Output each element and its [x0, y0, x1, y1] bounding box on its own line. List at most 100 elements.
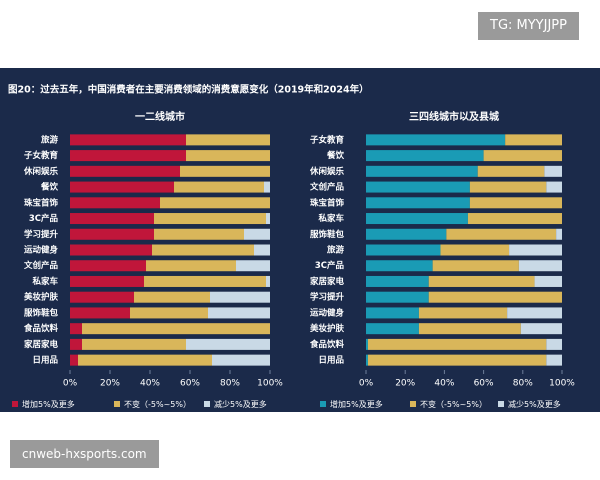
bar-segment	[366, 134, 506, 146]
bar-segment	[70, 275, 144, 287]
x-tick-label: 80%	[220, 379, 240, 389]
bar-segment	[78, 354, 212, 366]
x-tick-label: 0%	[63, 379, 78, 389]
bar-segment	[174, 181, 264, 193]
bar-segment	[160, 197, 270, 209]
x-tick-label: 20%	[395, 379, 415, 389]
bar-segment	[244, 228, 270, 240]
y-tick-label: 日用品	[318, 356, 344, 366]
bar-segment	[366, 197, 470, 209]
bar-segment	[212, 354, 270, 366]
x-tick-label: 60%	[180, 379, 200, 389]
bar-segment	[70, 181, 174, 193]
bar-segment	[366, 260, 433, 272]
bar-segment	[469, 181, 547, 193]
bar-segment	[70, 150, 186, 162]
bar-segment	[556, 228, 562, 240]
y-tick-label: 餐饮	[326, 150, 345, 161]
chart-subtitle: 三四线城市以及县城	[409, 110, 499, 123]
bar-segment	[483, 150, 562, 162]
bar-segment	[146, 260, 236, 272]
y-tick-label: 美妆护肤	[310, 323, 345, 334]
bar-segment	[236, 260, 270, 272]
bar-segment	[186, 338, 270, 350]
bar-segment	[544, 165, 562, 177]
bar-segment	[186, 150, 270, 162]
x-tick-label: 40%	[140, 379, 160, 389]
legend-swatch	[410, 401, 416, 407]
bar-segment	[432, 260, 519, 272]
bar-segment	[469, 197, 562, 209]
y-tick-label: 食品饮料	[310, 339, 345, 350]
bar-segment	[467, 213, 562, 225]
bar-segment	[70, 307, 130, 319]
bar-segment	[534, 275, 562, 287]
legend-swatch	[498, 401, 504, 407]
bar-segment	[70, 213, 154, 225]
bar-segment	[210, 291, 270, 303]
bar-segment	[208, 307, 270, 319]
legend-label: 增加5%及更多	[330, 399, 383, 409]
footer-badge: cnweb-hxsports.com	[10, 440, 159, 468]
bar-segment	[366, 291, 429, 303]
chart-title: 图20：过去五年，中国消费者在主要消费领域的消费意愿变化（2019年和2024年…	[8, 84, 369, 96]
x-tick-label: 0%	[359, 379, 374, 389]
bar-segment	[134, 291, 210, 303]
x-tick-label: 20%	[100, 379, 120, 389]
y-tick-label: 美妆护肤	[24, 292, 59, 303]
chart-subtitle: 一二线城市	[135, 110, 185, 123]
y-tick-label: 服饰鞋包	[24, 307, 59, 318]
legend-swatch	[204, 401, 210, 407]
bar-segment	[154, 213, 266, 225]
x-tick-label: 60%	[474, 379, 494, 389]
bar-segment	[70, 323, 82, 335]
y-tick-label: 3C产品	[315, 260, 345, 271]
bar-segment	[428, 291, 562, 303]
y-tick-label: 食品饮料	[24, 323, 59, 334]
bar-segment	[144, 275, 266, 287]
y-tick-label: 珠宝首饰	[24, 197, 59, 208]
bar-segment	[505, 134, 562, 146]
bar-segment	[82, 338, 186, 350]
y-tick-label: 休闲娱乐	[23, 166, 59, 177]
bar-segment	[186, 134, 270, 146]
bar-segment	[520, 323, 562, 335]
bar-segment	[266, 275, 270, 287]
bar-segment	[70, 338, 82, 350]
y-tick-label: 休闲娱乐	[309, 166, 345, 177]
bar-segment	[70, 244, 152, 256]
y-tick-label: 珠宝首饰	[310, 197, 345, 208]
bar-segment	[264, 181, 270, 193]
bar-segment	[366, 323, 419, 335]
legend-label: 增加5%及更多	[22, 399, 75, 409]
bar-segment	[509, 244, 562, 256]
y-tick-label: 旅游	[326, 245, 345, 256]
bar-segment	[366, 354, 368, 366]
bar-segment	[440, 244, 510, 256]
bar-segment	[70, 165, 180, 177]
y-tick-label: 餐饮	[40, 182, 59, 193]
bar-segment	[366, 307, 419, 319]
bar-segment	[152, 244, 254, 256]
legend-label: 不变（-5%~5%）	[420, 399, 487, 409]
bar-segment	[70, 354, 78, 366]
x-tick-label: 100%	[257, 379, 283, 389]
bar-segment	[418, 323, 521, 335]
y-tick-label: 文创产品	[310, 182, 345, 193]
bar-segment	[518, 260, 562, 272]
y-tick-label: 私家车	[317, 213, 344, 224]
y-tick-label: 私家车	[31, 276, 58, 287]
bar-segment	[70, 134, 186, 146]
bar-segment	[477, 165, 545, 177]
bar-segment	[82, 323, 270, 335]
bar-segment	[70, 291, 134, 303]
bar-segment	[367, 354, 547, 366]
bar-segment	[507, 307, 562, 319]
bar-segment	[418, 307, 508, 319]
y-tick-label: 家居家电	[24, 339, 59, 350]
bar-segment	[254, 244, 270, 256]
bar-segment	[366, 150, 484, 162]
badge: TG: MYYJJPP	[478, 12, 579, 40]
legend-swatch	[114, 401, 120, 407]
bar-segment	[70, 260, 146, 272]
